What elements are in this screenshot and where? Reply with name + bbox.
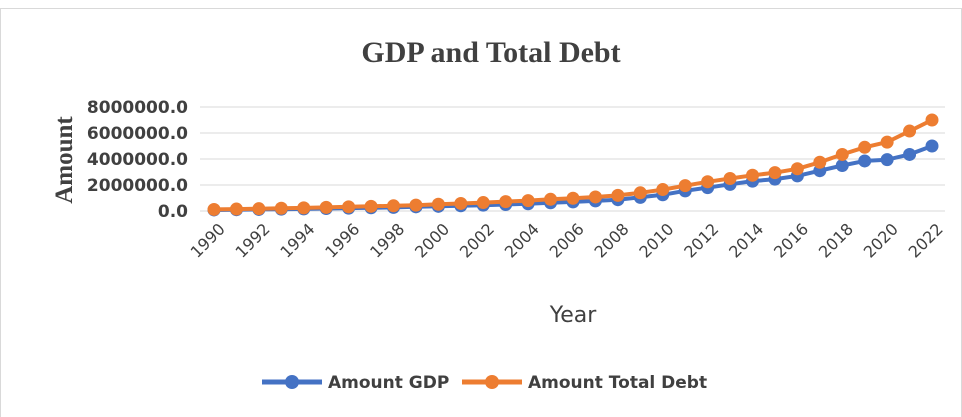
x-tick-labels: 1990 1992 1994 1996 1998 2000 2002 2004 2006 2008…	[187, 219, 947, 261]
data-point	[880, 135, 894, 149]
data-point	[835, 147, 849, 161]
data-point	[858, 154, 872, 168]
y-tick-label: 2000000.0	[87, 176, 188, 196]
y-tick-labels: 8000000.0 6000000.0 4000000.0 2000000.0 0.0	[87, 98, 188, 222]
data-point	[252, 202, 266, 216]
frame-border-top	[0, 8, 962, 9]
x-tick-label: 2022	[905, 219, 947, 261]
legend: Amount GDP Amount Total Debt	[262, 373, 707, 393]
x-tick-label: 1990	[187, 219, 229, 261]
data-point	[903, 147, 917, 161]
data-point	[835, 159, 849, 172]
data-point	[229, 202, 243, 216]
data-point	[521, 194, 535, 208]
x-tick-label: 2020	[860, 219, 902, 261]
legend-marker-amount-gdp	[285, 375, 299, 389]
x-axis-label: Year	[549, 303, 598, 328]
data-point	[880, 153, 894, 167]
x-tick-label: 2008	[590, 219, 632, 261]
data-point	[207, 202, 221, 216]
data-point	[544, 192, 558, 206]
data-point	[297, 201, 311, 215]
x-tick-label: 2004	[501, 219, 543, 261]
data-point	[678, 179, 692, 193]
data-point	[409, 198, 423, 212]
data-point	[768, 166, 782, 180]
frame-border-left	[0, 8, 1, 417]
data-point	[364, 199, 378, 213]
y-tick-label: 4000000.0	[87, 150, 188, 170]
gridlines	[200, 106, 945, 212]
data-point	[925, 139, 939, 153]
data-point	[476, 196, 490, 210]
data-point	[858, 140, 872, 154]
data-point	[813, 155, 827, 169]
data-point	[566, 191, 580, 205]
legend-label-amount-gdp: Amount GDP	[328, 373, 449, 393]
x-tick-label: 2000	[411, 219, 453, 261]
data-point	[274, 201, 288, 215]
x-tick-label: 1996	[321, 219, 363, 261]
data-point	[499, 195, 513, 209]
series-lines	[207, 113, 939, 217]
data-point	[454, 196, 468, 210]
data-point	[611, 188, 625, 202]
data-point	[790, 162, 804, 176]
series-1	[207, 113, 939, 216]
data-point	[701, 175, 715, 189]
legend-marker-amount-total-debt	[485, 375, 499, 389]
legend-label-amount-total-debt: Amount Total Debt	[528, 373, 707, 393]
chart-title: GDP and Total Debt	[361, 36, 620, 69]
x-tick-label: 1998	[366, 219, 408, 261]
x-tick-label: 2016	[770, 219, 812, 261]
data-point	[588, 190, 602, 204]
data-point	[903, 124, 917, 138]
x-tick-label: 2014	[725, 219, 767, 261]
x-tick-label: 2018	[815, 219, 857, 261]
data-point	[925, 113, 939, 127]
x-tick-label: 1992	[231, 219, 273, 261]
x-tick-label: 1994	[276, 219, 318, 261]
data-point	[723, 172, 737, 185]
data-point	[319, 200, 333, 214]
series-0	[207, 139, 939, 217]
data-point	[342, 200, 356, 214]
y-tick-label: 0.0	[158, 202, 188, 222]
data-point	[656, 183, 670, 197]
x-tick-label: 2010	[635, 219, 677, 261]
data-point	[387, 199, 400, 213]
data-point	[633, 186, 647, 200]
y-tick-label: 8000000.0	[87, 98, 188, 118]
y-tick-label: 6000000.0	[87, 124, 188, 144]
x-tick-label: 2006	[546, 219, 588, 261]
x-tick-label: 2002	[456, 219, 498, 261]
data-point	[746, 168, 759, 182]
x-tick-label: 2012	[680, 219, 722, 261]
y-axis-label: Amount	[51, 116, 78, 204]
data-point	[431, 197, 445, 211]
